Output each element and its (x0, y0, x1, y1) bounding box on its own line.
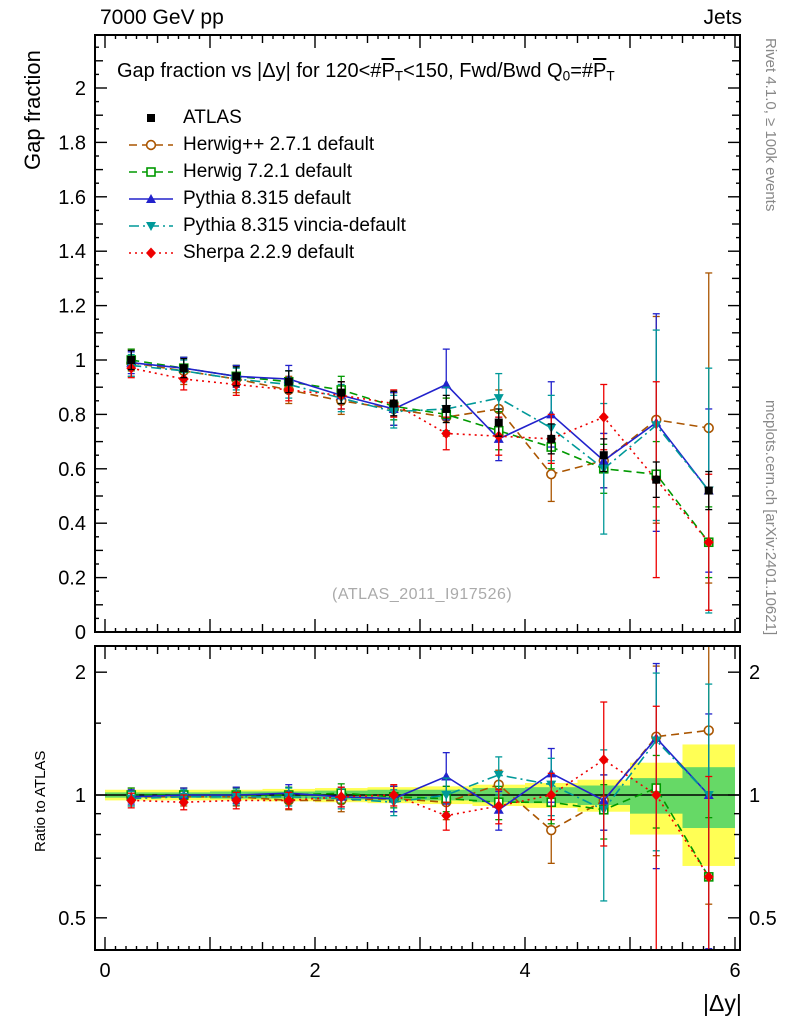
top-panel-content (126, 272, 714, 614)
svg-text:2: 2 (75, 662, 86, 684)
title-segment: <150, Fwd/Bwd Q (403, 60, 563, 82)
legend-item: Herwig 7.2.1 default (128, 158, 406, 185)
svg-text:1: 1 (749, 785, 760, 807)
title-segment: T (394, 68, 404, 84)
title-segment: P (381, 60, 395, 82)
legend-label: Pythia 8.315 vincia-default (183, 214, 406, 236)
legend-label: Sherpa 2.2.9 default (183, 241, 355, 263)
y-axis-label-top: Gap fraction (20, 50, 45, 170)
series-top-herwig-7-2-1-default (126, 348, 714, 579)
legend-marker-herwig-7-2-1-default (129, 166, 173, 177)
axis-ticks (95, 35, 740, 950)
series-top-atlas (127, 349, 713, 511)
x-axis-label: |Δy| (703, 990, 742, 1016)
svg-text:6: 6 (729, 960, 740, 982)
legend-item: Herwig++ 2.7.1 default (128, 131, 406, 158)
title-segment: =# (570, 60, 593, 82)
legend-marker-herwig-2-7-1-default (129, 139, 173, 150)
ratio-panel-content (95, 646, 740, 950)
series-ratio-pythia-8-315-vincia-default (126, 672, 714, 950)
svg-text:1.2: 1.2 (58, 296, 86, 318)
svg-text:1.6: 1.6 (58, 187, 86, 209)
series-top-herwig-2-7-1-default (126, 272, 714, 584)
svg-text:2: 2 (75, 78, 86, 100)
title-segment: 0 (562, 68, 571, 84)
panel-frames (94, 34, 741, 951)
legend-label: Herwig 7.2.1 default (183, 160, 352, 182)
svg-text:0.5: 0.5 (58, 908, 86, 930)
rivet-version-label: Rivet 4.1.0, ≥ 100k events (762, 38, 779, 212)
legend-marker-atlas (147, 113, 155, 122)
legend-marker-sherpa-2-2-9-default (129, 247, 173, 258)
title-segment: P (593, 60, 607, 82)
svg-text:2: 2 (749, 662, 760, 684)
svg-text:1.8: 1.8 (58, 132, 86, 154)
svg-text:1.4: 1.4 (58, 241, 86, 263)
legend: ATLAS Herwig++ 2.7.1 default Herwig 7.2.1 … (128, 104, 406, 266)
legend-item: Pythia 8.315 vincia-default (128, 212, 406, 239)
svg-text:0.5: 0.5 (749, 908, 777, 930)
mcplots-arxiv-label: mcplots.cern.ch [arXiv:2401.10621] (762, 400, 779, 636)
svg-text:0.8: 0.8 (58, 404, 86, 426)
svg-text:0.6: 0.6 (58, 459, 86, 481)
series-ratio-sherpa-2-2-9-default (126, 701, 714, 950)
y-axis-label-bottom: Ratio to ATLAS (32, 750, 49, 852)
svg-text:0: 0 (99, 960, 110, 982)
beam-energy-label: 7000 GeV pp (100, 6, 224, 29)
legend-item: ATLAS (128, 104, 406, 131)
svg-text:4: 4 (519, 960, 530, 982)
plot-title: Gap fraction vs |Δy| for 120<#PT<150, Fw… (117, 60, 615, 83)
svg-text:0.2: 0.2 (58, 568, 86, 590)
legend-marker-pythia-8-315-vincia-default (129, 221, 173, 231)
tick-labels: 0 2 4 6 0 0.2 0.4 0.6 0.8 1 1.2 1.4 1.6 1.8 2 0.5 0.5 1 1 2… (58, 78, 777, 982)
legend-item: Sherpa 2.2.9 default (128, 239, 406, 266)
analysis-watermark: (ATLAS_2011_I917526) (332, 586, 513, 603)
legend-label: ATLAS (183, 106, 242, 128)
legend-item: Pythia 8.315 default (128, 185, 406, 212)
title-segment: Gap fraction vs |Δy| for 120<# (117, 60, 382, 82)
legend-marker-pythia-8-315-default (129, 193, 173, 203)
title-segment: T (606, 68, 615, 84)
svg-text:0.4: 0.4 (58, 513, 86, 535)
svg-text:1: 1 (75, 350, 86, 372)
svg-text:0: 0 (75, 622, 86, 644)
legend-label: Pythia 8.315 default (183, 187, 351, 209)
legend-label: Herwig++ 2.7.1 default (183, 133, 375, 155)
svg-text:2: 2 (309, 960, 320, 982)
svg-text:1: 1 (75, 785, 86, 807)
process-label: Jets (703, 6, 742, 29)
